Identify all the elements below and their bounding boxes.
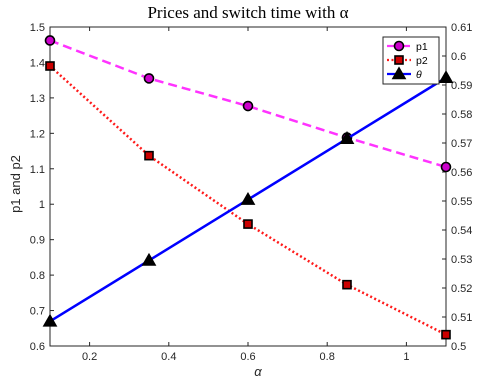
series-p2	[45, 61, 451, 340]
y-axis-label-left: p1 and p2	[8, 155, 23, 213]
y-right-tick-label: 0.56	[451, 167, 472, 179]
x-tick-label: 1	[403, 351, 409, 363]
x-tick-label: 0.2	[82, 351, 97, 363]
legend-label-p1: p1	[416, 41, 428, 53]
triangle-marker	[141, 252, 157, 266]
y-left-tick-label: 1.5	[30, 22, 45, 34]
square-marker	[144, 150, 154, 161]
series-θ	[42, 70, 454, 327]
triangle-marker	[42, 313, 58, 327]
y-left-tick-label: 1.2	[30, 128, 45, 140]
series-layer	[42, 35, 454, 340]
circle-marker	[44, 35, 56, 46]
y-left-tick-label: 1	[39, 199, 45, 211]
y-right-tick-label: 0.55	[451, 196, 472, 208]
y-left-tick-label: 1.1	[30, 164, 45, 176]
x-tick-label: 0.8	[320, 351, 335, 363]
y-right-tick-label: 0.51	[451, 312, 472, 324]
circle-marker-legend	[393, 40, 405, 52]
y-left-tick-label: 0.8	[30, 270, 45, 282]
x-tick-label: 0.6	[240, 351, 255, 363]
square-marker	[243, 219, 253, 229]
y-right-tick-label: 0.53	[451, 254, 472, 266]
y-left-tick-label: 0.6	[30, 341, 45, 353]
y-right-tick-label: 0.54	[451, 225, 472, 237]
y-right-tick-label: 0.52	[451, 283, 472, 295]
legend-label-θ: θ	[416, 69, 422, 81]
x-tick-label: 0.4	[161, 351, 176, 363]
y-right-tick-label: 0.61	[451, 22, 472, 34]
square-marker	[342, 279, 352, 290]
circle-marker	[440, 161, 452, 173]
y-right-tick-label: 0.59	[451, 80, 472, 92]
square-marker	[441, 329, 451, 340]
legend-label-p2: p2	[416, 55, 428, 67]
chart-title: Prices and switch time with α	[147, 3, 348, 22]
square-marker-legend	[394, 55, 404, 65]
circle-marker	[143, 73, 155, 84]
y-right-tick-label: 0.6	[451, 51, 466, 63]
y-left-tick-label: 0.7	[30, 306, 45, 318]
series-line-p1	[49, 39, 447, 169]
legend: p1 p2 θ	[382, 36, 440, 85]
triangle-marker	[438, 70, 454, 84]
triangle-marker	[339, 131, 355, 144]
y-right-tick-label: 0.58	[451, 109, 472, 121]
y-left-tick-label: 1.3	[30, 93, 45, 105]
square-marker	[45, 61, 55, 71]
circle-marker	[242, 100, 254, 112]
axis-ticks: 0.2 0.4 0.6 0.8 1 0.6 0.7 0.8 0.9 1 1.1 1.2 1.3 1.4 1.…	[30, 22, 473, 363]
y-left-tick-label: 1.4	[30, 57, 45, 69]
triangle-marker-legend	[391, 66, 407, 80]
x-axis-label: α	[254, 364, 262, 379]
y-right-tick-label: 0.5	[451, 341, 466, 353]
triangle-marker	[240, 191, 256, 205]
y-right-tick-label: 0.57	[451, 138, 472, 150]
y-left-tick-label: 0.9	[30, 235, 45, 247]
